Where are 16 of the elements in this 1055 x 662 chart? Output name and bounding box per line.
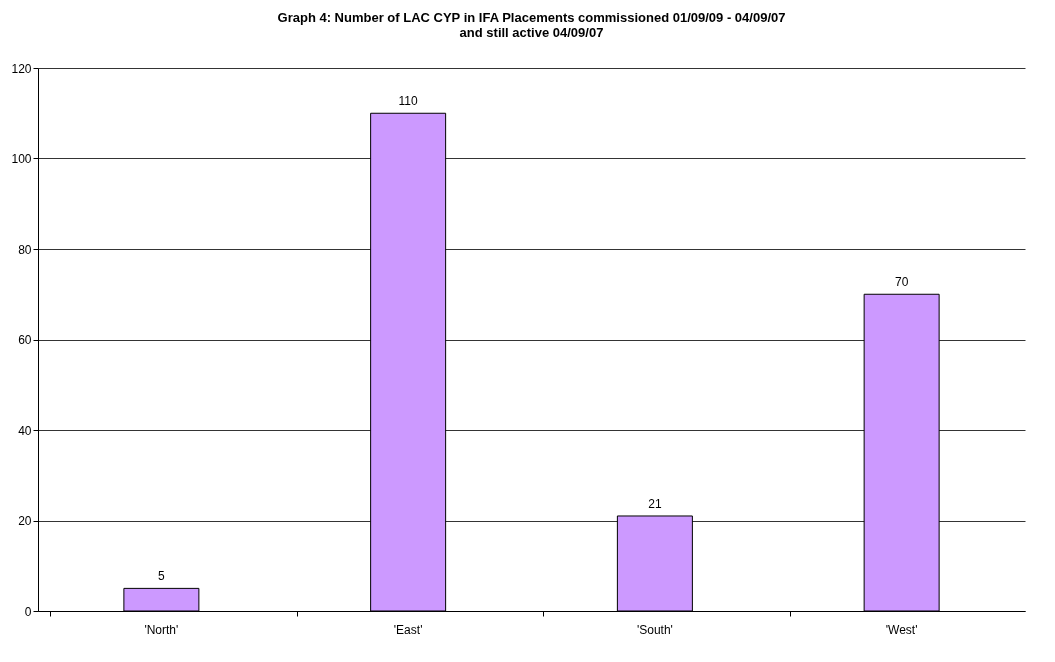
data-label: 21 xyxy=(648,496,662,511)
x-tick-label: 'South' xyxy=(636,622,673,637)
chart-title: Graph 4: Number of LAC CYP in IFA Placements commissioned 01/09/09 - 04/09/07 and still active 04/09/07 xyxy=(277,10,786,40)
y-tick-label: 40 xyxy=(18,423,32,438)
data-label: 70 xyxy=(894,275,909,290)
x-tick-label: 'East' xyxy=(393,622,423,637)
y-tick-label: 20 xyxy=(18,514,32,528)
y-tick-label: 60 xyxy=(18,333,32,347)
x-tick-label: 'West' xyxy=(885,622,918,637)
x-tick-label: 'North' xyxy=(144,622,179,637)
y-tick-label: 100 xyxy=(11,152,32,166)
y-tick-label: 80 xyxy=(18,242,32,257)
y-tick-label: 120 xyxy=(11,61,32,76)
data-label: 5 xyxy=(158,569,166,584)
data-label: 110 xyxy=(398,94,419,109)
y-tick-label: 0 xyxy=(24,604,32,619)
